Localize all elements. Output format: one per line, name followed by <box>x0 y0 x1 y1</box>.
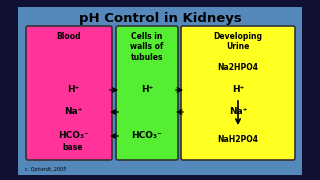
FancyBboxPatch shape <box>26 26 112 160</box>
FancyBboxPatch shape <box>116 26 178 160</box>
Text: base: base <box>63 143 83 152</box>
Text: H⁺: H⁺ <box>141 86 153 94</box>
Text: Na⁺: Na⁺ <box>229 107 247 116</box>
Text: HCO₃⁻: HCO₃⁻ <box>58 132 88 141</box>
Text: Na⁺: Na⁺ <box>64 107 82 116</box>
Text: Na2HPO4: Na2HPO4 <box>218 62 259 71</box>
Text: Developing
Urine: Developing Urine <box>213 32 262 51</box>
Text: H⁺: H⁺ <box>67 86 79 94</box>
Text: c. Ophardt, 2005: c. Ophardt, 2005 <box>25 168 66 172</box>
FancyBboxPatch shape <box>181 26 295 160</box>
Text: pH Control in Kidneys: pH Control in Kidneys <box>79 12 241 25</box>
Text: NaH2PO4: NaH2PO4 <box>218 136 259 145</box>
Text: Cells in
walls of
tubules: Cells in walls of tubules <box>130 32 164 62</box>
FancyBboxPatch shape <box>18 7 302 175</box>
Text: Blood: Blood <box>57 32 81 41</box>
Text: HCO₃⁻: HCO₃⁻ <box>132 132 162 141</box>
Text: H⁺: H⁺ <box>232 86 244 94</box>
